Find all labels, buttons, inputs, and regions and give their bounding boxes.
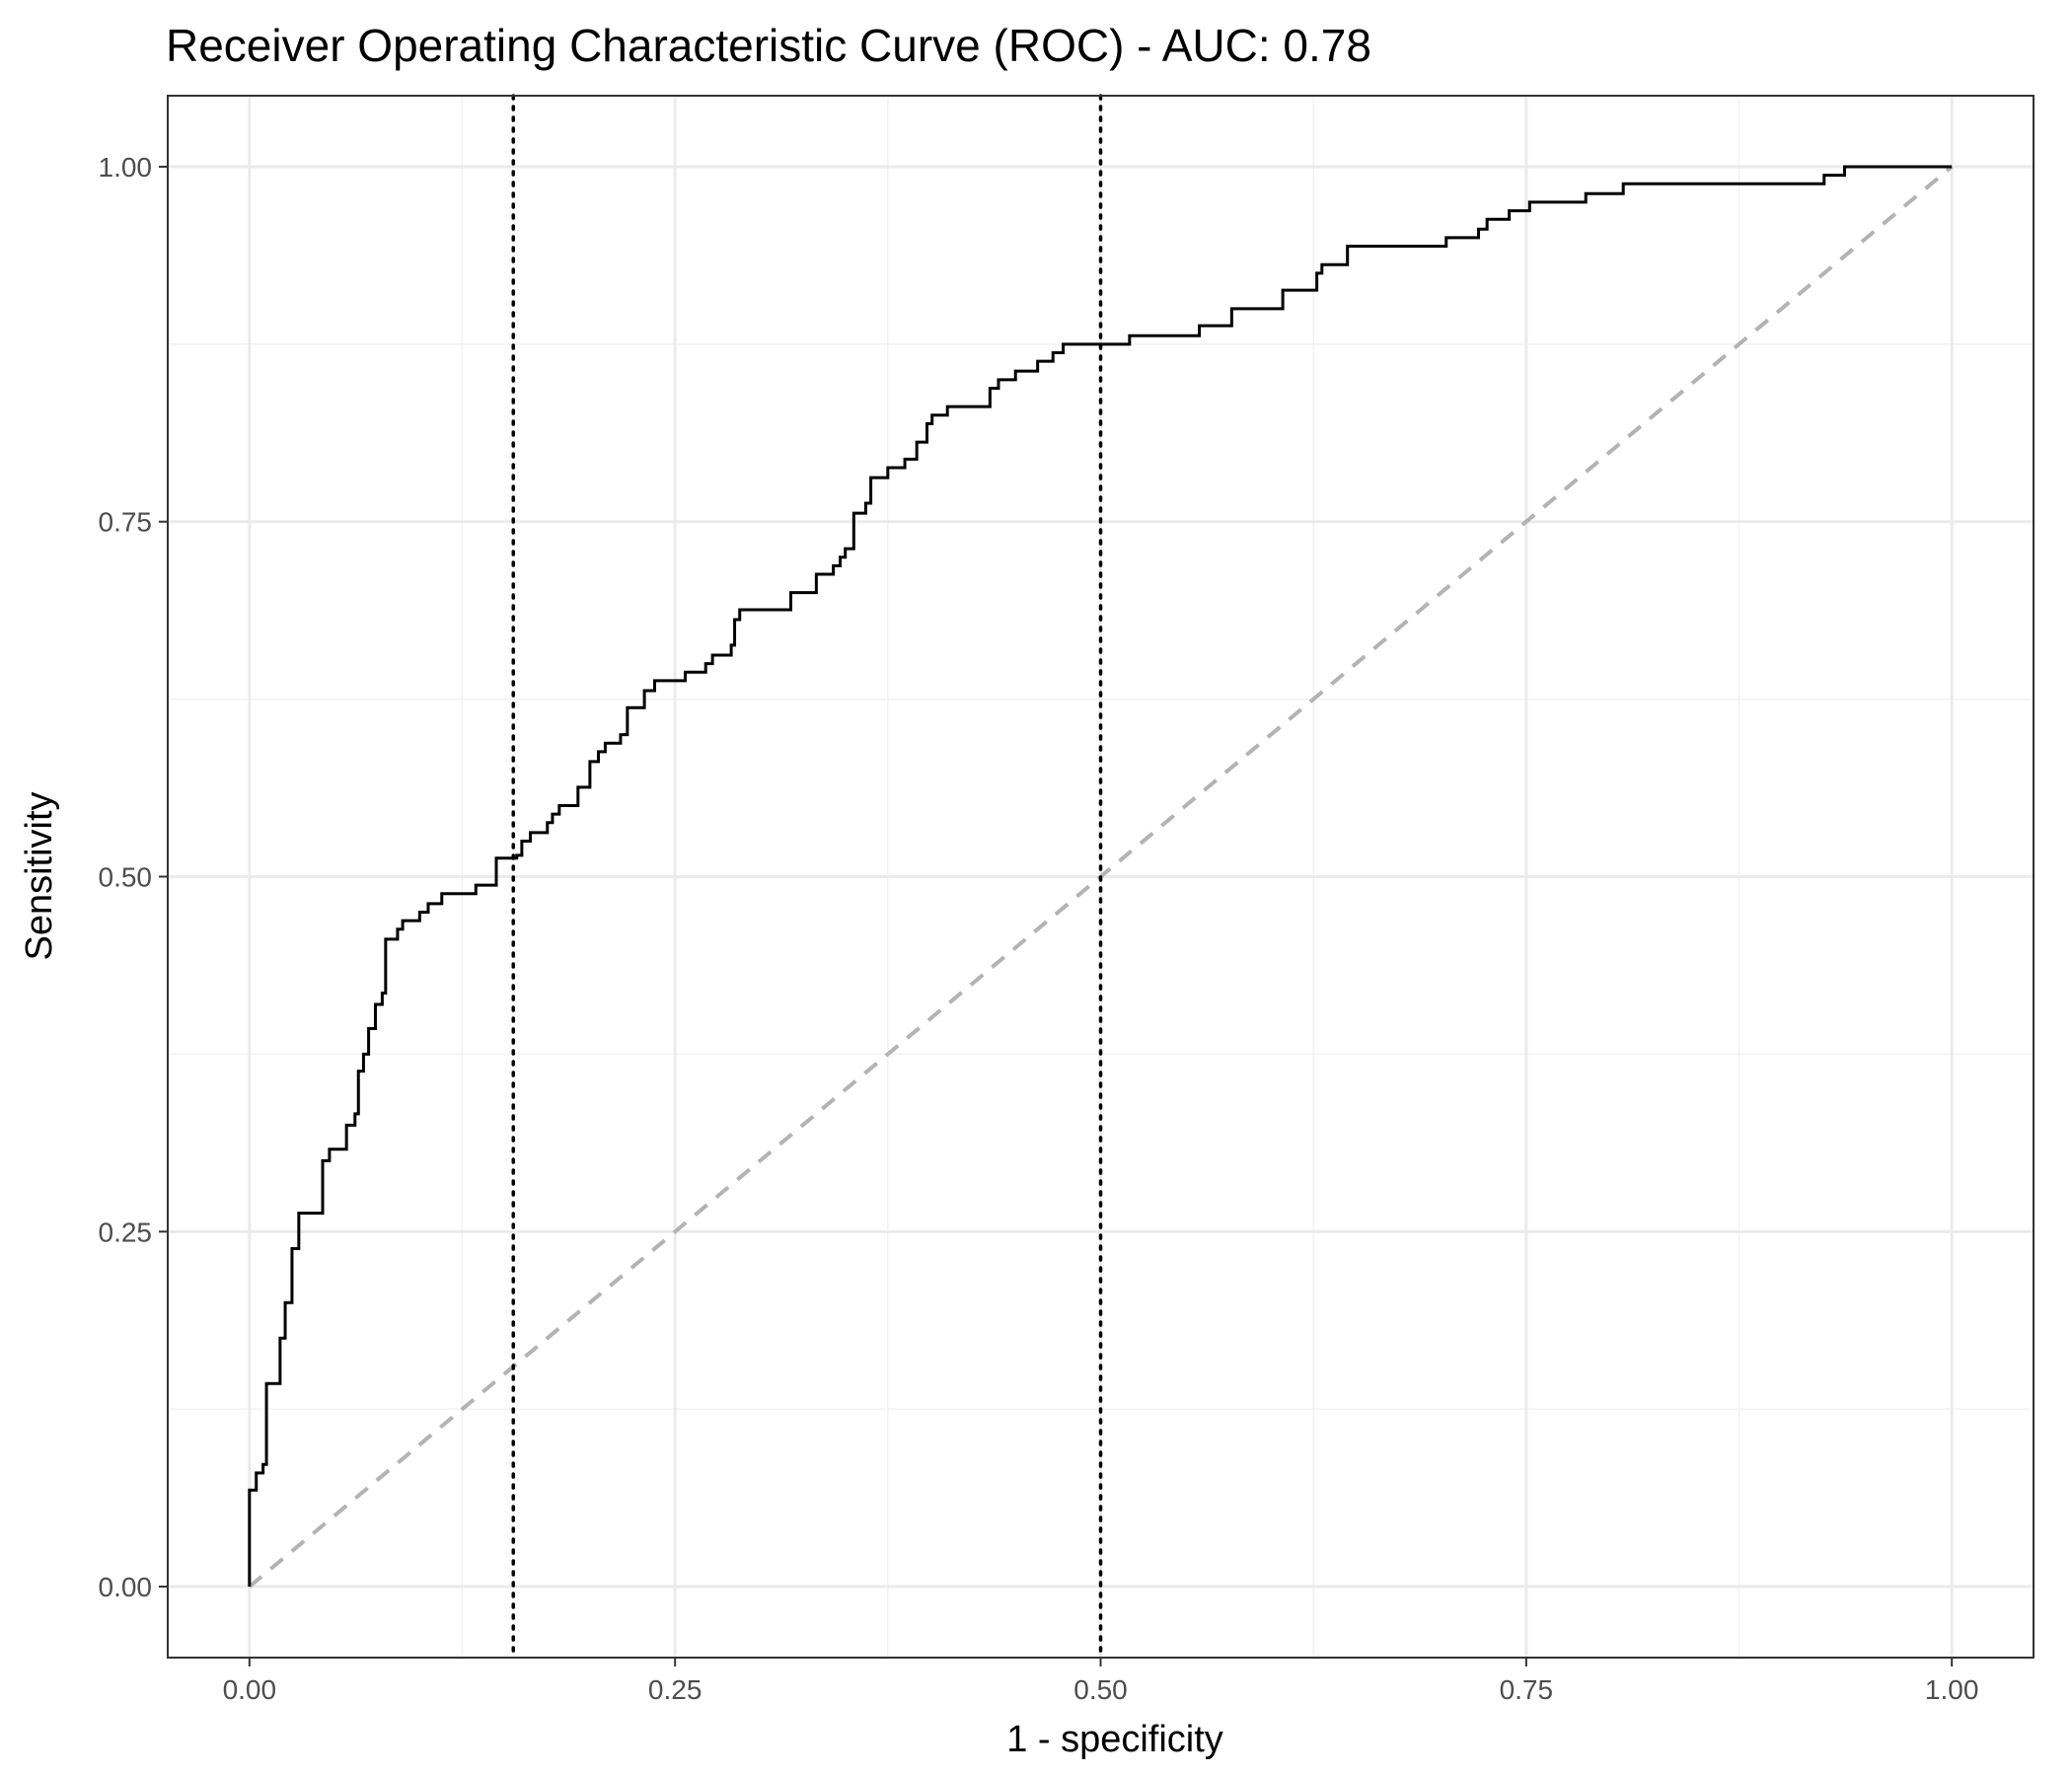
x-tick-label: 1.00 bbox=[1925, 1674, 1979, 1705]
y-tick-label: 0.50 bbox=[99, 862, 153, 893]
roc-curve bbox=[248, 165, 1953, 1588]
x-tick-label: 0.50 bbox=[1073, 1674, 1128, 1705]
x-axis: 0.00 0.25 0.50 0.75 1.00 bbox=[223, 1658, 1979, 1705]
x-axis-title: 1 - specificity bbox=[1006, 1719, 1223, 1760]
y-axis: 0.00 0.25 0.50 0.75 1.00 bbox=[99, 152, 168, 1602]
chart-title: Receiver Operating Characteristic Curve … bbox=[166, 20, 1371, 71]
y-tick-label: 0.00 bbox=[99, 1572, 153, 1602]
x-tick-label: 0.00 bbox=[223, 1674, 277, 1705]
y-axis-title: Sensitivity bbox=[19, 791, 60, 960]
y-tick-label: 0.75 bbox=[99, 507, 153, 538]
plot-marks bbox=[248, 94, 1954, 1660]
y-tick-label: 0.25 bbox=[99, 1217, 153, 1247]
x-tick-label: 0.75 bbox=[1500, 1674, 1554, 1705]
y-tick-label: 1.00 bbox=[99, 152, 153, 183]
x-tick-label: 0.25 bbox=[648, 1674, 703, 1705]
